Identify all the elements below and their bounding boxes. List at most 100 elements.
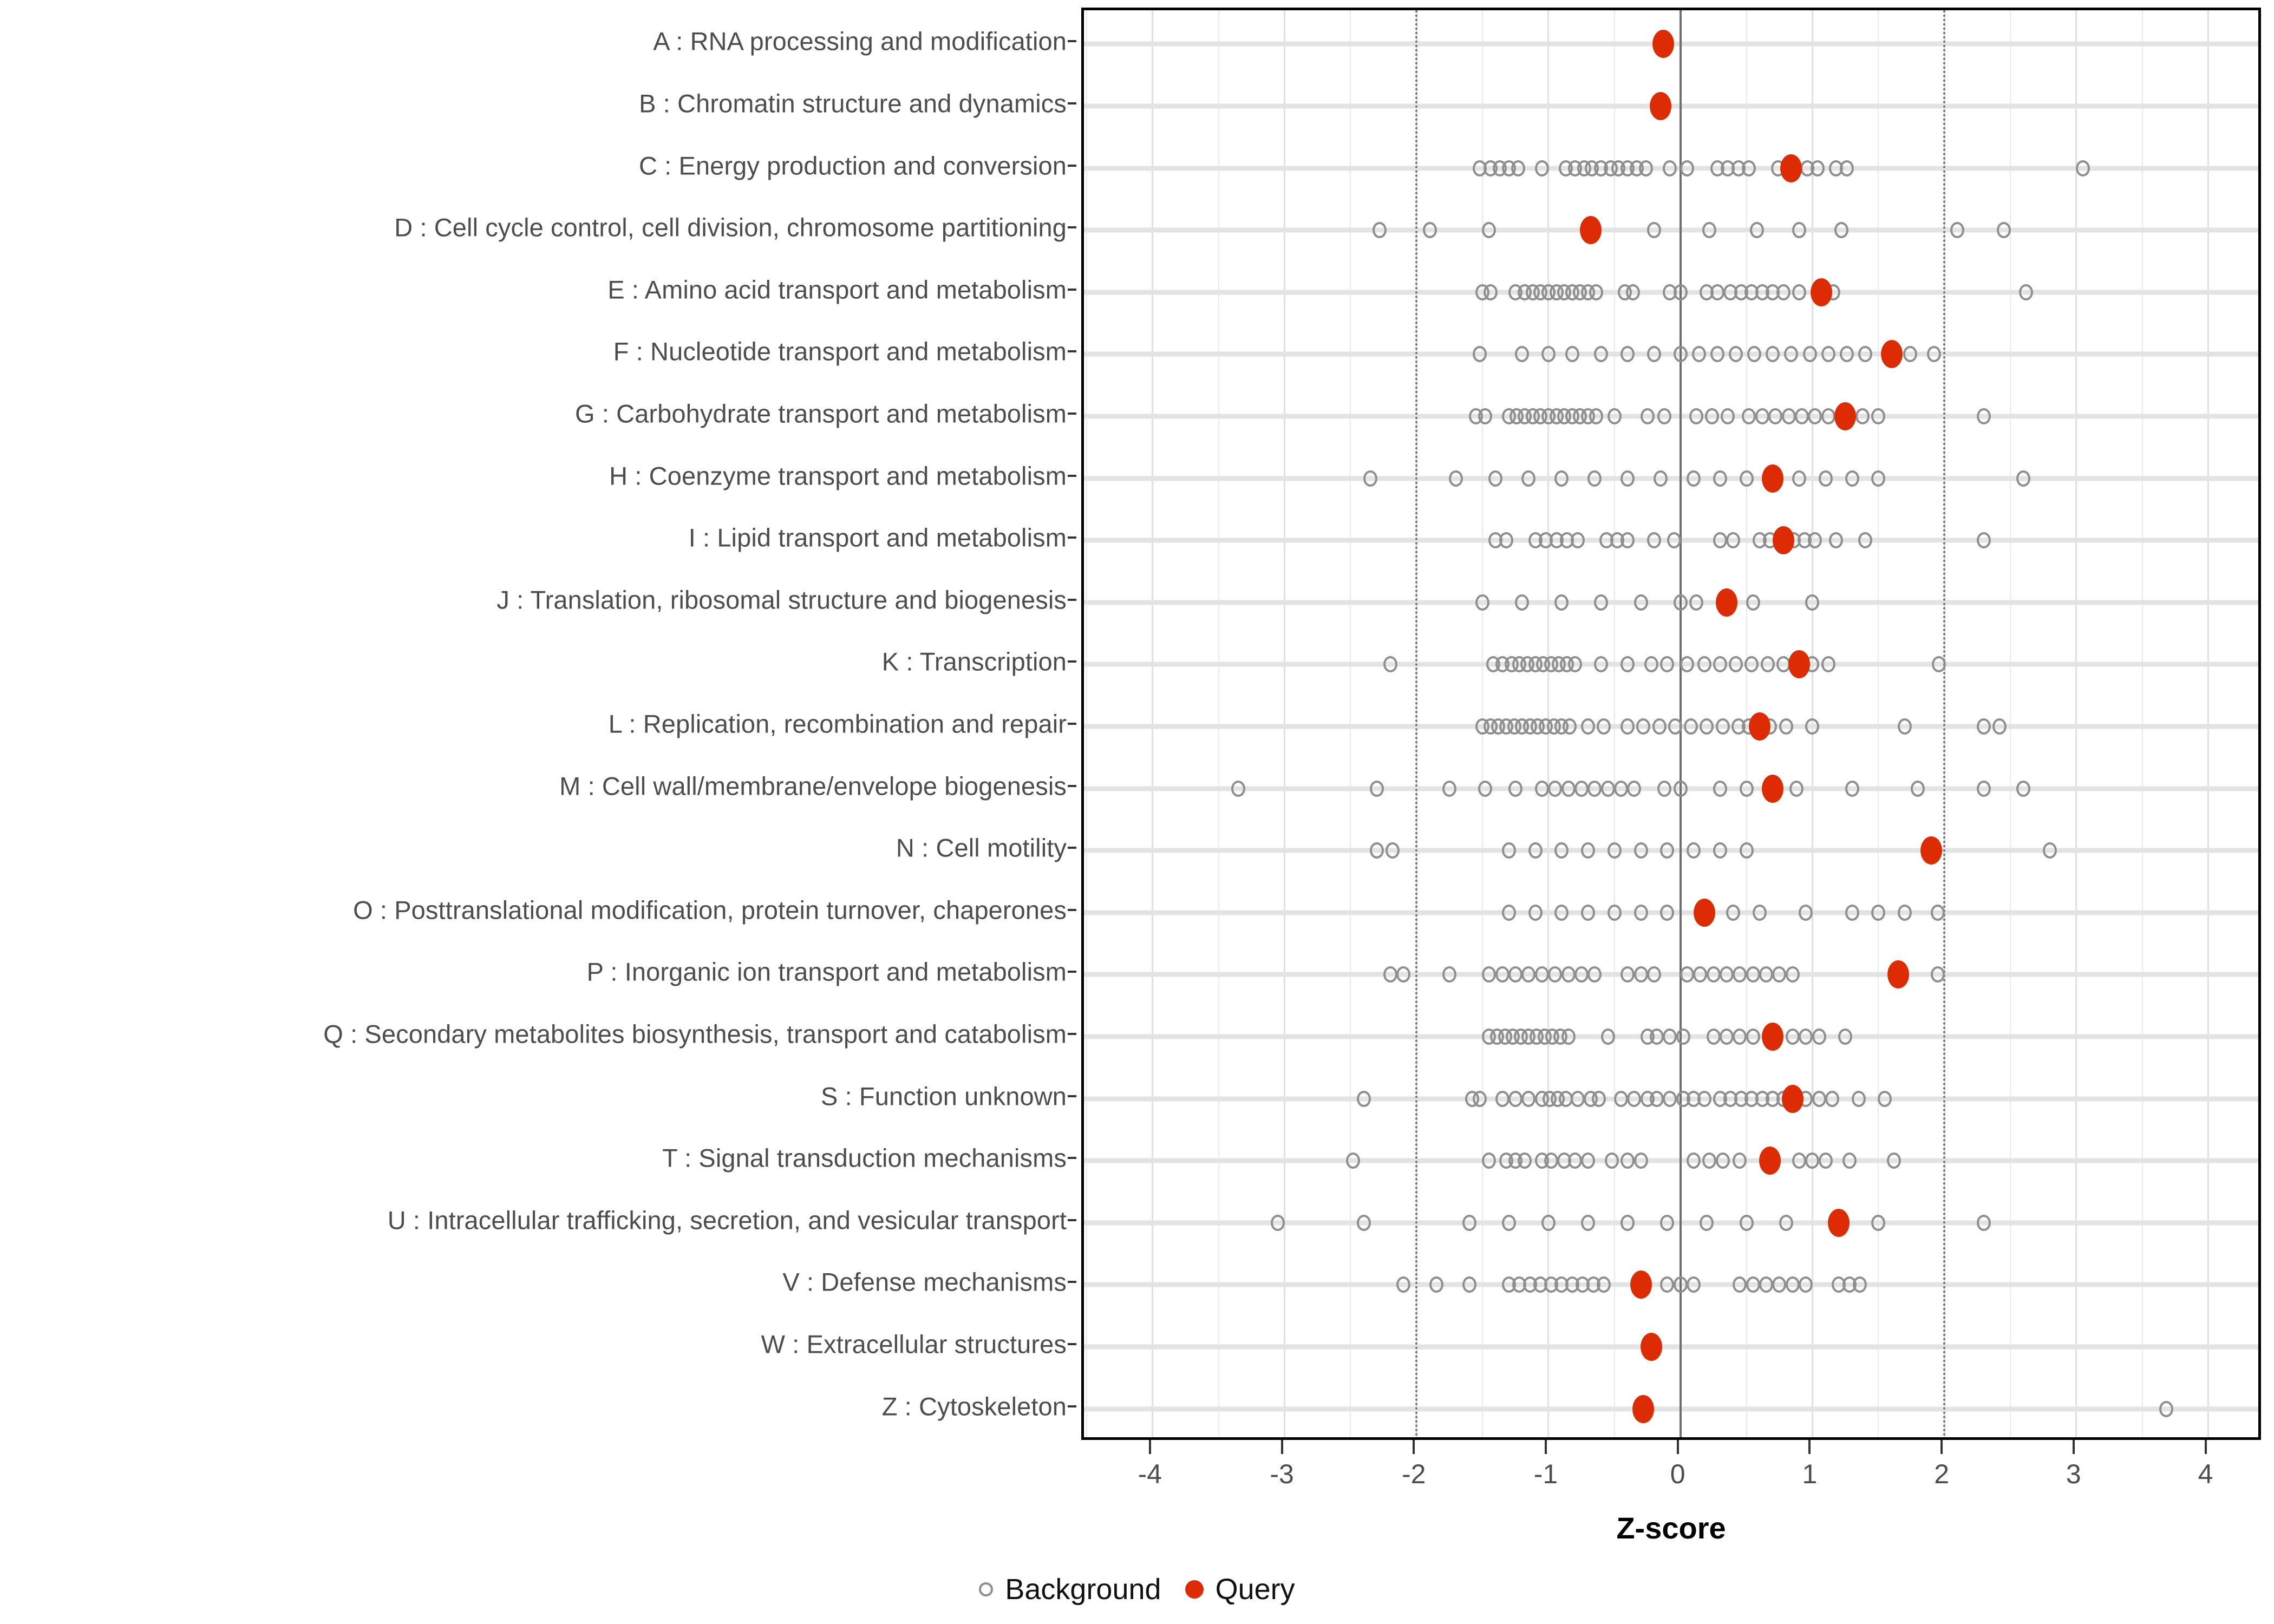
background-point bbox=[1501, 842, 1516, 859]
background-point bbox=[1673, 346, 1688, 363]
background-point bbox=[1620, 346, 1635, 363]
y-axis-tick-label: D : Cell cycle control, cell division, c… bbox=[394, 213, 1067, 242]
y-axis-tick-label: S : Function unknown bbox=[821, 1082, 1067, 1111]
background-point bbox=[1663, 160, 1677, 176]
background-point bbox=[1812, 1029, 1826, 1045]
x-axis-tick-label: 0 bbox=[1670, 1459, 1685, 1489]
x-gridline-minor bbox=[1878, 10, 1879, 1437]
background-point bbox=[1501, 1214, 1516, 1231]
background-point bbox=[1768, 408, 1783, 424]
x-axis-tickmark bbox=[1808, 1440, 1811, 1454]
background-point bbox=[1462, 1276, 1476, 1293]
background-point bbox=[1838, 1029, 1853, 1045]
background-point bbox=[1680, 656, 1694, 673]
background-point bbox=[1565, 346, 1579, 363]
background-point bbox=[1482, 966, 1497, 983]
background-point bbox=[1627, 780, 1642, 797]
background-point bbox=[1561, 780, 1576, 797]
y-axis-tickmark bbox=[1068, 288, 1076, 291]
category-gridline bbox=[1084, 1406, 2258, 1412]
background-point bbox=[1652, 718, 1667, 735]
background-point bbox=[1799, 904, 1813, 921]
background-point bbox=[1521, 470, 1536, 487]
y-axis-tick-label: A : RNA processing and modification bbox=[653, 27, 1067, 56]
background-point bbox=[1567, 1152, 1582, 1169]
y-axis-tickmark bbox=[1068, 847, 1076, 849]
background-point bbox=[1620, 656, 1635, 673]
background-point bbox=[1808, 408, 1822, 424]
background-point bbox=[1570, 532, 1585, 549]
background-point bbox=[1897, 718, 1912, 735]
background-point bbox=[1839, 346, 1854, 363]
y-axis-tick-label: M : Cell wall/membrane/envelope biogenes… bbox=[559, 771, 1067, 801]
background-point bbox=[1926, 346, 1941, 363]
background-point bbox=[1383, 656, 1397, 673]
background-point bbox=[1528, 842, 1543, 859]
category-gridline bbox=[1084, 1344, 2258, 1350]
background-point bbox=[1231, 780, 1246, 797]
background-point bbox=[1386, 842, 1400, 859]
background-point bbox=[2159, 1400, 2173, 1417]
background-point bbox=[1499, 532, 1513, 549]
background-point bbox=[1473, 1090, 1487, 1107]
background-point bbox=[1785, 966, 1800, 983]
background-point bbox=[1620, 1214, 1635, 1231]
background-point bbox=[1607, 842, 1622, 859]
background-point bbox=[1858, 346, 1872, 363]
background-point bbox=[1673, 284, 1688, 300]
x-gridline-minor bbox=[2141, 10, 2143, 1437]
background-point bbox=[1591, 1090, 1606, 1107]
background-point bbox=[1346, 1152, 1361, 1169]
x-axis-tick-label: 4 bbox=[2198, 1459, 2213, 1489]
y-axis-tickmark bbox=[1068, 226, 1076, 229]
background-point bbox=[1689, 594, 1703, 611]
background-point bbox=[1442, 966, 1457, 983]
background-point bbox=[1792, 222, 1807, 239]
x-gridline-major bbox=[1284, 10, 1286, 1437]
background-point bbox=[1515, 594, 1530, 611]
background-point bbox=[1772, 1276, 1787, 1293]
filled-circle-icon bbox=[1185, 1580, 1204, 1599]
background-point bbox=[1633, 594, 1648, 611]
background-point bbox=[1799, 1276, 1813, 1293]
background-point bbox=[1478, 408, 1492, 424]
background-point bbox=[1818, 470, 1833, 487]
x-axis-tickmark bbox=[1676, 1440, 1679, 1454]
background-point bbox=[1370, 780, 1384, 797]
y-axis-tick-label: G : Carbohydrate transport and metabolis… bbox=[575, 399, 1067, 428]
x-axis-title: Z-score bbox=[1616, 1511, 1726, 1545]
background-point bbox=[1739, 470, 1754, 487]
y-axis-tick-label: E : Amino acid transport and metabolism bbox=[607, 275, 1067, 304]
background-point bbox=[1977, 408, 1991, 424]
background-point bbox=[1518, 1152, 1532, 1169]
background-point bbox=[1594, 346, 1609, 363]
x-gridline-major bbox=[2075, 10, 2077, 1437]
x-gridline-major bbox=[2207, 10, 2210, 1437]
query-point bbox=[1811, 278, 1833, 306]
y-axis-tickmark bbox=[1068, 1343, 1076, 1346]
background-point bbox=[1449, 470, 1463, 487]
category-gridline bbox=[1084, 476, 2258, 481]
open-circle-icon bbox=[979, 1582, 994, 1596]
background-point bbox=[1541, 346, 1556, 363]
y-axis-tick-label: C : Energy production and conversion bbox=[638, 151, 1067, 180]
background-point bbox=[1858, 532, 1872, 549]
y-axis-tick-label: T : Signal transduction mechanisms bbox=[662, 1143, 1067, 1173]
background-point bbox=[1660, 656, 1675, 673]
y-axis-tickmark bbox=[1068, 723, 1076, 725]
x-axis-tick-label: -4 bbox=[1138, 1459, 1162, 1489]
background-point bbox=[1818, 1152, 1833, 1169]
background-point bbox=[1429, 1276, 1443, 1293]
x-axis-tickmark bbox=[1544, 1440, 1547, 1454]
background-point bbox=[1739, 1214, 1754, 1231]
background-point bbox=[1570, 1090, 1585, 1107]
background-point bbox=[1802, 346, 1817, 363]
background-point bbox=[1495, 1090, 1510, 1107]
background-point bbox=[1534, 780, 1549, 797]
y-axis-tick-label: U : Intracellular trafficking, secretion… bbox=[387, 1206, 1067, 1235]
legend-item-background: Background bbox=[979, 1573, 1161, 1606]
background-point bbox=[1903, 346, 1917, 363]
query-point bbox=[1880, 340, 1903, 369]
background-point bbox=[1667, 532, 1681, 549]
